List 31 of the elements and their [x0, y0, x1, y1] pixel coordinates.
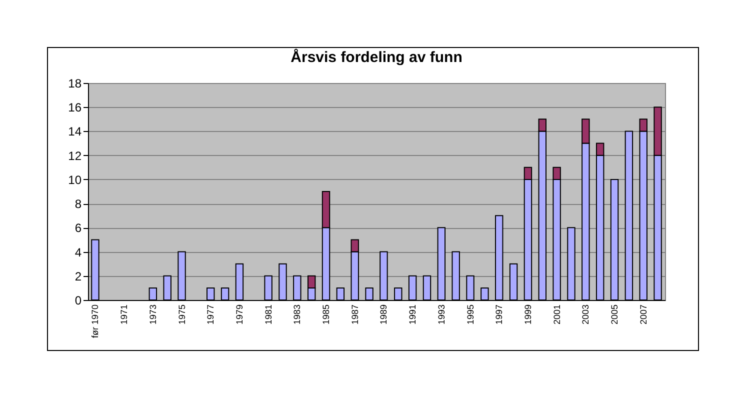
x-tick-label: 1989: [378, 304, 389, 325]
y-tick-label: 16: [68, 100, 82, 115]
x-tick-label: 2005: [610, 304, 620, 325]
y-tick-label: 10: [68, 172, 82, 187]
x-tick-label: 1975: [176, 304, 187, 325]
x-tick-label: 1999: [522, 304, 533, 325]
x-tick-label: 1995: [465, 304, 476, 325]
y-tick-label: 14: [68, 124, 82, 139]
x-tick-label: 1997: [494, 304, 504, 325]
x-tick-label: 1971: [119, 304, 130, 325]
x-tick-label: 1979: [234, 304, 244, 325]
x-tick-label: 1985: [321, 304, 332, 325]
y-tick-label: 12: [68, 148, 82, 163]
x-tick-label: 1987: [350, 304, 360, 325]
y-tick-label: 6: [74, 221, 82, 236]
y-tick-label: 8: [74, 197, 82, 212]
y-tick-label: 0: [74, 294, 82, 308]
y-tick-label: 18: [68, 76, 82, 90]
x-tick-label: 2003: [580, 304, 591, 325]
x-tick-label: 1977: [206, 304, 216, 325]
x-tick-label: 1973: [148, 304, 158, 325]
x-tick-label: 2001: [552, 304, 562, 325]
y-tick-label: 4: [74, 245, 82, 260]
x-tick-label: 1991: [408, 304, 418, 325]
x-tick-label: 1993: [436, 304, 446, 325]
y-tick-label: 2: [74, 269, 82, 284]
x-tick-label: 1981: [263, 304, 274, 325]
chart-title: Årsvis fordeling av funn: [290, 48, 462, 66]
x-tick-label: 2007: [638, 304, 648, 325]
x-tick-label: 1983: [292, 304, 302, 325]
x-tick-label: før 1970: [90, 304, 100, 338]
